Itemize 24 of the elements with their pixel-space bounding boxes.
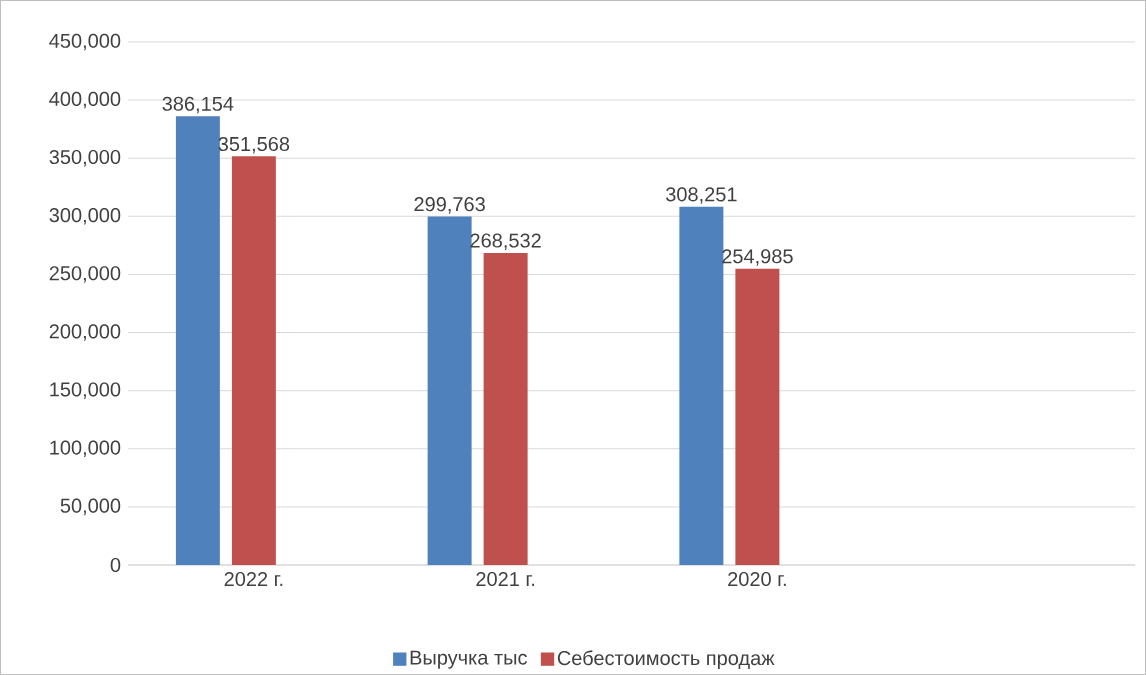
- x-tick-label: 2020 г.: [728, 571, 786, 587]
- bar: [231, 156, 276, 566]
- bar: [175, 116, 220, 566]
- bar: [679, 206, 724, 566]
- x-tick-label: 2021 г.: [476, 571, 535, 587]
- y-tick-label: 450,000: [49, 33, 121, 51]
- bar: [735, 268, 780, 566]
- bar: [483, 252, 528, 566]
- y-tick-label: 300,000: [49, 208, 121, 225]
- y-tick-label: 250,000: [49, 266, 121, 283]
- y-tick-label: 0: [110, 557, 121, 573]
- y-tick-label: 200,000: [49, 324, 121, 341]
- data-label: 299,763: [414, 197, 485, 214]
- bar: [427, 216, 472, 566]
- y-tick-label: 400,000: [49, 91, 121, 109]
- y-tick-label: 50,000: [60, 498, 121, 516]
- legend-label: Себестоимость продаж: [557, 650, 775, 670]
- legend-label: Выручка тыс: [410, 650, 527, 669]
- y-tick-label: 350,000: [49, 149, 121, 167]
- data-label: 308,251: [665, 187, 737, 204]
- y-tick-label: 100,000: [50, 440, 121, 458]
- data-label: 386,154: [162, 96, 234, 114]
- x-tick-label: 2022 г.: [224, 571, 283, 587]
- y-tick-label: 150,000: [50, 382, 121, 399]
